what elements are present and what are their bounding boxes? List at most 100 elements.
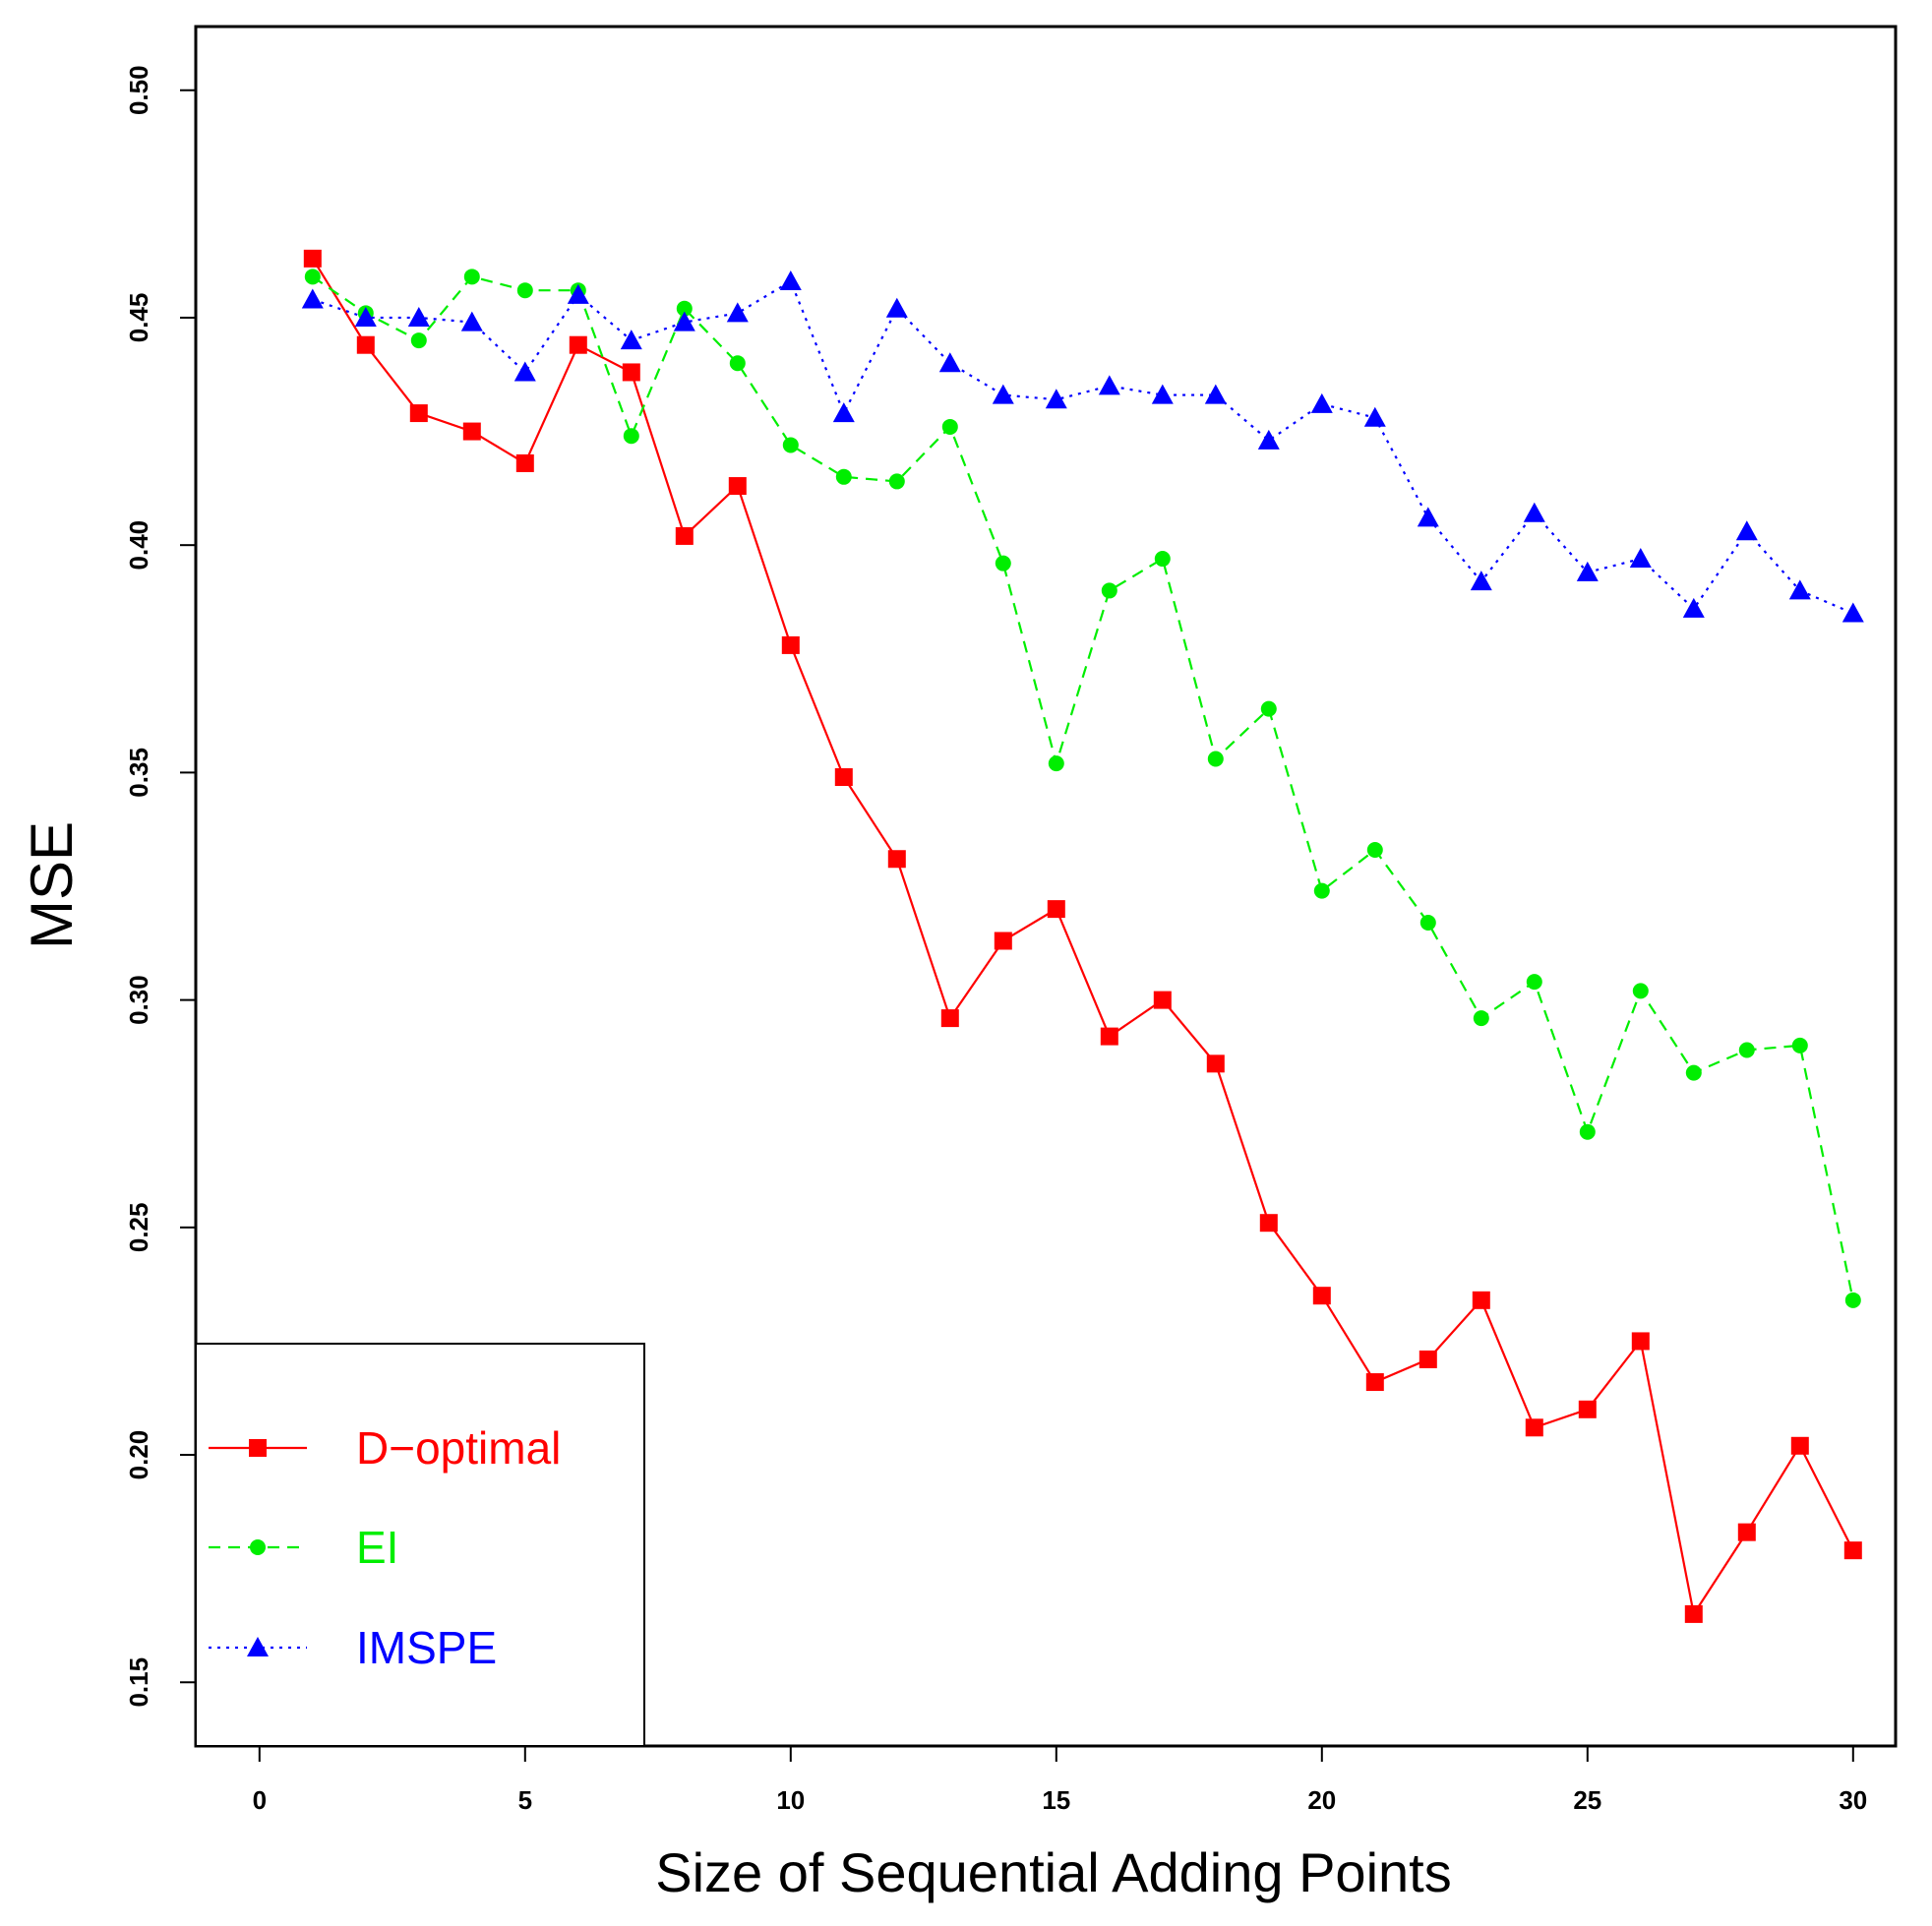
series-triangle [301,270,1864,623]
data-point [513,361,536,382]
data-point [992,384,1014,404]
data-point [995,555,1011,572]
data-point [1151,384,1174,404]
data-point [410,332,427,349]
data-point [1526,974,1542,991]
data-point [779,270,802,290]
data-point [994,932,1012,950]
data-point [940,1009,959,1028]
data-point [1207,751,1224,767]
data-point [1257,429,1280,450]
series-layer [301,249,1864,1623]
data-point [516,282,533,299]
data-point [515,453,534,472]
data-point [1259,1214,1278,1233]
x-tick-label: 30 [1839,1785,1867,1815]
data-point [569,335,587,354]
data-point [676,300,693,317]
data-point [1629,548,1652,569]
legend: D−optimal EI IMSPE [195,1343,645,1747]
data-point [1154,551,1171,568]
data-point [1579,1123,1596,1140]
data-point [1366,842,1383,859]
data-point [354,306,377,327]
data-point [1523,502,1545,522]
y-tick-label: 0.50 [124,65,153,115]
series-line [312,279,1854,615]
data-point [938,352,961,373]
data-point [832,402,855,423]
x-axis-title: Size of Sequential Adding Points [655,1841,1451,1903]
legend-box [195,1343,645,1747]
data-point [782,437,799,453]
plot-frame [194,25,1898,1748]
data-point [835,468,852,485]
y-axis: 0.15 0.20 0.25 0.30 0.35 0.40 0.45 0.50 [124,65,196,1708]
data-point [1098,375,1120,395]
x-axis: 0 5 10 15 20 25 30 [253,1746,1867,1815]
data-point [1790,1436,1809,1455]
data-point [1419,1350,1437,1368]
y-tick-label: 0.45 [124,293,153,343]
data-point [1578,1400,1597,1418]
data-point [887,850,906,869]
data-point [1841,602,1864,623]
y-tick-label: 0.35 [124,748,153,798]
data-point [1791,1037,1808,1053]
y-tick-label: 0.20 [124,1430,153,1480]
data-point [1684,1604,1703,1623]
data-point [1363,406,1386,427]
x-tick-label: 20 [1307,1785,1336,1815]
y-tick-label: 0.30 [124,975,153,1025]
data-point [675,526,694,545]
y-axis-title: MSE [19,821,85,949]
data-point [303,249,322,268]
x-tick-label: 5 [518,1785,532,1815]
data-point [1473,1010,1489,1027]
legend-marker [247,1637,269,1656]
data-point [1844,1292,1861,1308]
data-point [781,635,800,654]
data-point [1365,1373,1384,1392]
data-point [1682,597,1705,618]
data-point [888,473,905,490]
data-point [1738,1042,1755,1058]
series-square [303,249,1862,1623]
data-point [1525,1418,1543,1437]
data-point [460,311,483,331]
series-line [312,275,1854,1301]
data-point [1417,507,1439,527]
data-point [356,335,375,354]
legend-label: IMSPE [356,1622,497,1673]
data-point [301,288,324,309]
data-point [1470,571,1492,591]
data-point [407,306,430,327]
data-point [1206,1054,1225,1073]
data-point [409,404,428,423]
data-point [304,269,321,285]
y-tick-label: 0.15 [124,1657,153,1708]
data-point [1737,1523,1756,1541]
data-point [1100,1027,1118,1046]
data-point [1576,561,1599,581]
data-point [728,477,747,496]
data-point [885,297,908,318]
data-point [463,269,480,285]
y-tick-label: 0.40 [124,520,153,571]
data-point [1735,520,1758,541]
x-tick-label: 0 [253,1785,267,1815]
legend-marker [249,1439,267,1457]
data-point [1631,1332,1650,1351]
data-point [1472,1291,1490,1309]
x-tick-label: 25 [1573,1785,1601,1815]
legend-marker [250,1539,266,1555]
data-point [1101,582,1117,599]
data-point [462,422,481,441]
data-point [620,330,642,350]
data-point [1843,1541,1862,1560]
data-point [1632,983,1649,999]
data-point [1260,700,1277,717]
data-point [1312,1287,1331,1305]
data-point [622,363,640,382]
